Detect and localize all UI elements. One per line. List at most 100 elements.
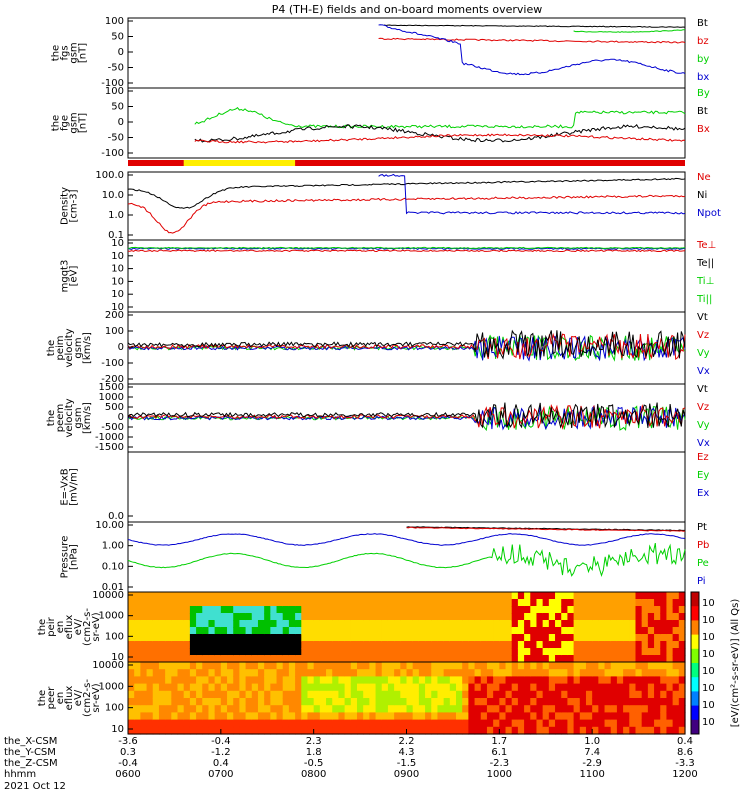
- heatmap-cell: [517, 719, 525, 728]
- heatmap-cell: [641, 592, 649, 600]
- heatmap-cell: [567, 641, 575, 649]
- heatmap-cell: [165, 712, 172, 721]
- heatmap-cell: [251, 690, 259, 699]
- heatmap-cell: [251, 726, 259, 735]
- heatmap-cell: [678, 683, 686, 692]
- heatmap-cell: [604, 676, 612, 685]
- heatmap-cell: [282, 620, 290, 628]
- heatmap-cell: [567, 592, 575, 600]
- ylabel-line: mgqt3: [60, 260, 71, 293]
- heatmap-cell: [239, 719, 247, 728]
- heatmap-cell: [220, 676, 228, 685]
- heatmap-cell: [499, 662, 507, 670]
- heatmap-cell: [375, 683, 383, 692]
- heatmap-cell: [214, 655, 222, 663]
- heatmap-cell: [437, 676, 445, 685]
- heatmap-cell: [406, 634, 414, 642]
- heatmap-cell: [270, 712, 278, 721]
- heatmap-cell: [524, 676, 531, 685]
- heatmap-cell: [443, 705, 451, 713]
- heatmap-cell: [530, 592, 538, 600]
- heatmap-cell: [363, 627, 370, 635]
- heatmap-cell: [542, 592, 550, 600]
- heatmap-cell: [196, 676, 203, 685]
- heatmap-cell: [641, 620, 649, 628]
- heatmap-cell: [573, 719, 581, 728]
- heatmap-cell: [530, 719, 538, 728]
- heatmap-cell: [474, 620, 482, 628]
- trace-by: [573, 29, 685, 33]
- heatmap-cell: [647, 613, 655, 621]
- heatmap-cell: [202, 606, 210, 614]
- heatmap-cell: [524, 641, 531, 649]
- heatmap-cell: [604, 599, 612, 607]
- ytick-label: 0.01: [102, 582, 124, 593]
- heatmap-cell: [672, 599, 680, 607]
- heatmap-cell: [456, 627, 463, 635]
- heatmap-cell: [678, 606, 686, 614]
- heatmap-cell: [412, 592, 420, 600]
- heatmap-cell: [245, 613, 253, 621]
- heatmap-cell: [233, 648, 240, 656]
- heatmap-cell: [604, 719, 612, 728]
- heatmap-cell: [245, 669, 253, 677]
- ylabel-line: velocity: [64, 328, 75, 367]
- heatmap-cell: [530, 662, 538, 670]
- heatmap-cell: [616, 676, 624, 685]
- heatmap-cell: [326, 599, 333, 607]
- heatmap-cell: [530, 606, 538, 614]
- heatmap-cell: [505, 662, 513, 670]
- xaxis-value: 0.4: [213, 758, 229, 769]
- heatmap-cell: [227, 698, 234, 706]
- heatmap-cell: [214, 690, 222, 699]
- heatmap-cell: [220, 592, 228, 600]
- heatmap-cell: [233, 669, 240, 677]
- heatmap-cell: [629, 719, 637, 728]
- heatmap-cell: [288, 676, 296, 685]
- heatmap-cell: [165, 662, 172, 670]
- heatmap-cell: [598, 726, 606, 735]
- heatmap-cell: [443, 627, 451, 635]
- heatmap-cell: [356, 592, 364, 600]
- heatmap-cell: [189, 705, 197, 713]
- heatmap-cell: [585, 676, 593, 685]
- heatmap-cell: [189, 592, 197, 600]
- heatmap-cell: [146, 655, 154, 663]
- xaxis-value: 4.3: [399, 747, 415, 758]
- heatmap-cell: [654, 627, 661, 635]
- heatmap-cell: [567, 683, 575, 692]
- heatmap-cell: [301, 712, 309, 721]
- heatmap-cell: [437, 719, 445, 728]
- heatmap-cell: [561, 641, 569, 649]
- ylabel-line: en: [55, 621, 66, 634]
- heatmap-cell: [604, 620, 612, 628]
- heatmap-cell: [524, 606, 531, 614]
- heatmap-cell: [635, 634, 643, 642]
- heatmap-cell: [585, 683, 593, 692]
- heatmap-cell: [449, 620, 457, 628]
- heatmap-cell: [573, 705, 581, 713]
- heatmap-cell: [412, 719, 420, 728]
- heatmap-cell: [635, 712, 643, 721]
- heatmap-cell: [344, 641, 352, 649]
- ytick-label: 500: [105, 402, 124, 413]
- heatmap-cell: [486, 705, 494, 713]
- heatmap-cell: [369, 698, 377, 706]
- trace-bx: [378, 24, 686, 76]
- heatmap-cell: [412, 676, 420, 685]
- heatmap-cell: [152, 705, 160, 713]
- heatmap-cell: [245, 655, 253, 663]
- heatmap-cell: [369, 613, 377, 621]
- heatmap-cell: [276, 712, 284, 721]
- heatmap-cell: [171, 641, 179, 649]
- heatmap-cell: [220, 712, 228, 721]
- heatmap-cell: [517, 698, 525, 706]
- heatmap-cell: [462, 641, 469, 649]
- heatmap-cell: [598, 669, 606, 677]
- heatmap-cell: [214, 698, 222, 706]
- heatmap-cell: [610, 662, 618, 670]
- heatmap-cell: [456, 662, 463, 670]
- heatmap-cell: [517, 683, 525, 692]
- heatmap-cell: [629, 726, 637, 735]
